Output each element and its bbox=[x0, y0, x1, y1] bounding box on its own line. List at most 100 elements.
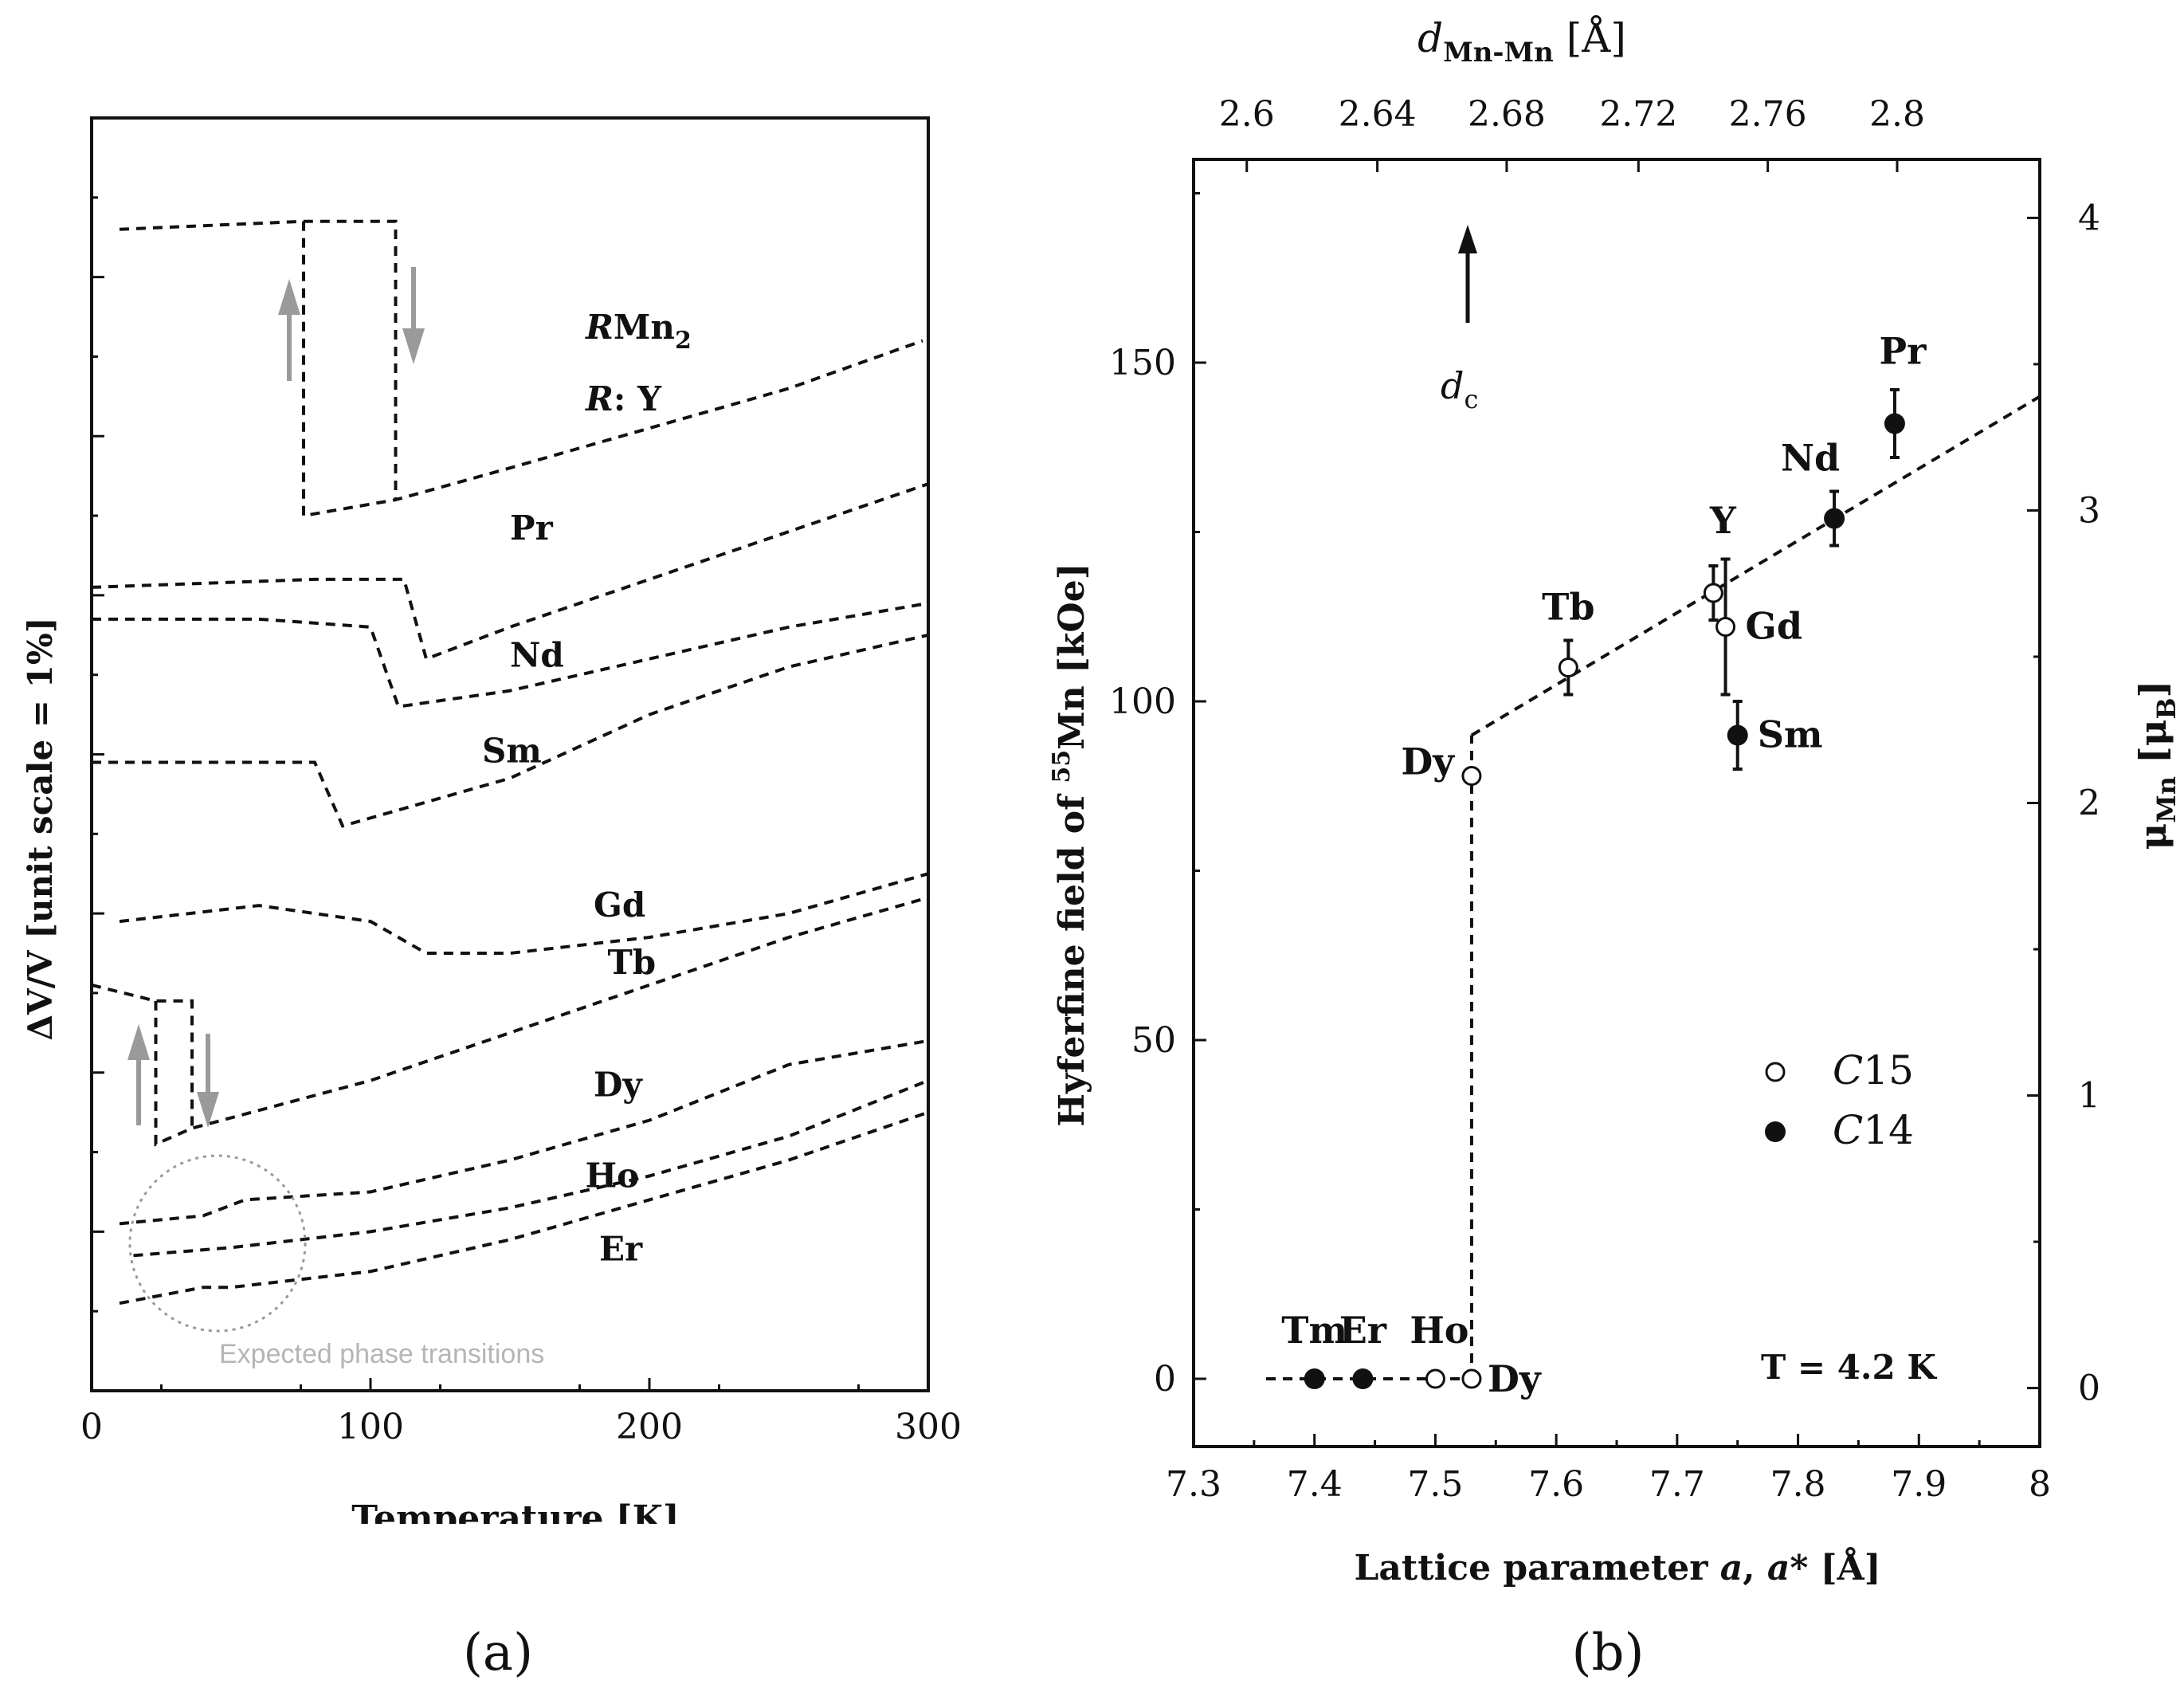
x-tick-label: 0 bbox=[80, 1407, 103, 1447]
curve-sm bbox=[92, 633, 929, 828]
point-label-er: Er bbox=[1339, 1309, 1387, 1352]
x-tick-label: 100 bbox=[337, 1407, 404, 1447]
series-header-y: R: Y bbox=[585, 379, 662, 418]
point-label-ho: Ho bbox=[1410, 1309, 1468, 1352]
x-tick-label: 200 bbox=[616, 1407, 683, 1447]
point-nd bbox=[1824, 508, 1845, 529]
point-dy bbox=[1461, 1368, 1482, 1389]
point-tb bbox=[1558, 658, 1578, 677]
fit-line bbox=[1470, 395, 2041, 737]
series-header: RMn2 bbox=[585, 308, 692, 355]
panel-b-lines bbox=[1266, 395, 2041, 1380]
panel-a-curve-labels: Pr Nd Sm Gd Tb Dy Ho Er bbox=[482, 508, 656, 1268]
panel-a: 0 100 200 300 Pr Nd Sm Gd Tb Dy Ho Er Expected pha… bbox=[21, 116, 962, 1682]
panel-a-y-axis-title: ΔV/V [unit scale = 1%] bbox=[21, 617, 60, 1040]
curve-dy bbox=[119, 1038, 929, 1226]
heating-arrow-icon bbox=[127, 1024, 150, 1125]
panel-b-caption: (b) bbox=[1572, 1623, 1645, 1682]
y2-tick-label: 0 bbox=[2078, 1368, 2100, 1409]
dc-label: dc bbox=[1441, 364, 1478, 414]
point-sm bbox=[1727, 724, 1748, 746]
cooling-arrow-icon bbox=[402, 267, 425, 364]
panel-b: 7.3 7.4 7.5 7.6 7.7 7.8 7.9 8 0 50 100 150 0 1 2 3 4 2.6 2… bbox=[1048, 14, 2182, 1682]
panel-b-x-axis-title: Lattice parameter a, a* [Å] bbox=[1354, 1546, 1880, 1588]
curve-label-nd: Nd bbox=[510, 636, 564, 675]
x2-tick-label: 2.8 bbox=[1869, 94, 1925, 135]
panel-b-top-axis-title: dMn-Mn [Å] bbox=[1417, 14, 1626, 69]
dc-arrow-icon bbox=[1458, 225, 1477, 323]
x-tick-label: 8 bbox=[2029, 1464, 2051, 1505]
expected-transitions-circle bbox=[128, 1154, 307, 1333]
legend-label-c14: C14 bbox=[1833, 1107, 1914, 1153]
legend-label-c15: C15 bbox=[1833, 1047, 1914, 1093]
expected-transitions-label: Expected phase transitions bbox=[219, 1339, 544, 1369]
y2-tick-label: 3 bbox=[2078, 490, 2100, 531]
x-tick-label: 7.3 bbox=[1166, 1464, 1221, 1505]
curve-ho bbox=[133, 1078, 929, 1258]
point-dy bbox=[1461, 766, 1482, 786]
y-tick-label: 50 bbox=[1131, 1020, 1176, 1061]
curve-label-pr: Pr bbox=[510, 508, 554, 548]
x-tick-label: 7.6 bbox=[1528, 1464, 1584, 1505]
point-y bbox=[1703, 583, 1723, 603]
panel-b-points bbox=[1304, 388, 1905, 1389]
point-label-nd: Nd bbox=[1781, 437, 1840, 480]
point-ho bbox=[1425, 1368, 1445, 1389]
heating-arrow-icon bbox=[278, 279, 300, 381]
y2-tick-label: 4 bbox=[2078, 198, 2100, 238]
curve-pr bbox=[91, 482, 929, 662]
panel-b-y2-axis-title: μMn [μB] bbox=[2131, 681, 2182, 850]
curve-y bbox=[119, 219, 923, 518]
point-label-y: Y bbox=[1709, 499, 1737, 542]
x2-tick-label: 2.72 bbox=[1599, 94, 1677, 135]
curve-label-ho: Ho bbox=[586, 1156, 640, 1195]
panel-a-caption: (a) bbox=[463, 1623, 533, 1682]
x-tick-label: 7.4 bbox=[1287, 1464, 1343, 1505]
point-gd bbox=[1715, 617, 1736, 637]
x2-tick-label: 2.76 bbox=[1729, 94, 1807, 135]
y2-tick-label: 2 bbox=[2078, 783, 2100, 824]
point-label-pr: Pr bbox=[1880, 330, 1927, 373]
point-label-sm: Sm bbox=[1758, 713, 1823, 756]
y-tick-label: 100 bbox=[1109, 681, 1176, 722]
curve-label-dy: Dy bbox=[594, 1066, 643, 1105]
curve-label-gd: Gd bbox=[594, 885, 645, 925]
y-tick-label: 150 bbox=[1109, 343, 1176, 383]
panel-b-y-axis-title: Hyferfine field of 55Mn [kOe] bbox=[1048, 563, 1092, 1126]
curve-tb bbox=[91, 896, 929, 1147]
point-er bbox=[1352, 1368, 1374, 1389]
curve-label-sm: Sm bbox=[482, 731, 542, 770]
panel-b-ticks: 7.3 7.4 7.5 7.6 7.7 7.8 7.9 8 0 50 100 150 0 1 2 3 4 2.6 2… bbox=[1109, 94, 2100, 1505]
point-label-dy: Dy bbox=[1401, 740, 1455, 783]
point-pr bbox=[1884, 413, 1905, 434]
x-tick-label: 7.9 bbox=[1891, 1464, 1947, 1505]
x-tick-label: 300 bbox=[895, 1407, 962, 1447]
x2-tick-label: 2.64 bbox=[1339, 94, 1417, 135]
panel-a-curves bbox=[91, 219, 929, 1305]
curve-er bbox=[119, 1110, 929, 1305]
cooling-arrow-icon bbox=[197, 1034, 219, 1128]
point-label-dy: Dy bbox=[1488, 1357, 1542, 1400]
curve-gd bbox=[119, 872, 929, 956]
y2-tick-label: 1 bbox=[2078, 1076, 2100, 1117]
y-tick-label: 0 bbox=[1154, 1359, 1176, 1400]
curve-nd bbox=[92, 601, 929, 709]
point-label-tb: Tb bbox=[1542, 586, 1594, 629]
temperature-note: T = 4.2 K bbox=[1761, 1348, 1937, 1387]
point-tm bbox=[1304, 1368, 1325, 1389]
panel-a-ticks: 0 100 200 300 bbox=[80, 196, 962, 1447]
x2-tick-label: 2.6 bbox=[1219, 94, 1275, 135]
x2-tick-label: 2.68 bbox=[1468, 94, 1546, 135]
legend-marker-filled bbox=[1765, 1121, 1786, 1142]
x-tick-label: 7.8 bbox=[1770, 1464, 1826, 1505]
curve-label-tb: Tb bbox=[608, 943, 657, 982]
curve-label-er: Er bbox=[599, 1229, 643, 1268]
legend-marker-open bbox=[1765, 1062, 1786, 1082]
x-tick-label: 7.7 bbox=[1649, 1464, 1705, 1505]
legend: C15 C14 bbox=[1765, 1047, 1914, 1153]
x-tick-label: 7.5 bbox=[1407, 1464, 1463, 1505]
point-label-tm: Tm bbox=[1281, 1309, 1347, 1352]
point-label-gd: Gd bbox=[1746, 605, 1802, 648]
